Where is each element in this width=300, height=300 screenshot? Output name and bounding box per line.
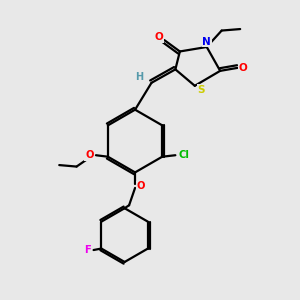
Text: O: O <box>137 182 145 191</box>
Text: O: O <box>85 150 94 160</box>
Text: Cl: Cl <box>178 150 189 160</box>
Text: F: F <box>84 245 90 255</box>
Text: O: O <box>238 63 247 73</box>
Text: H: H <box>135 72 143 82</box>
Text: O: O <box>154 32 163 42</box>
Text: N: N <box>202 37 211 46</box>
Text: S: S <box>198 85 205 95</box>
